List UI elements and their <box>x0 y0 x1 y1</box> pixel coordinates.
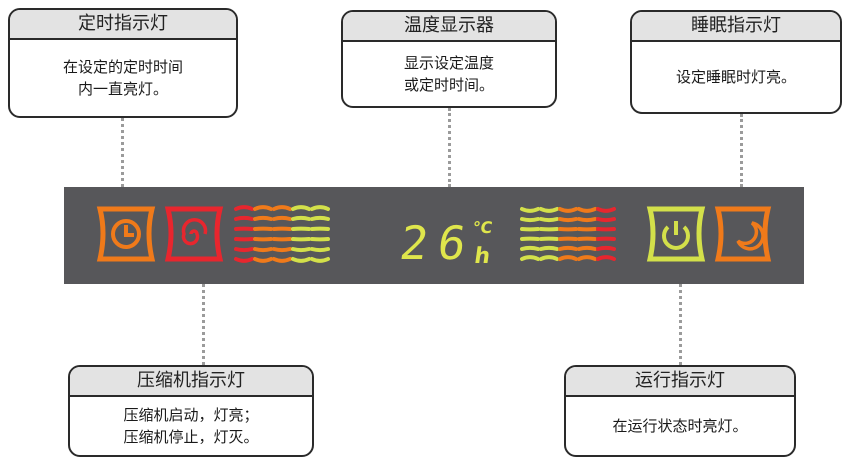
level-bar-segment <box>539 245 559 251</box>
temperature-digits: 26 °C h <box>397 216 494 270</box>
level-bar-segment <box>520 217 540 223</box>
level-bar-segment <box>253 247 273 253</box>
running-callout-text: 在运行状态时亮灯。 <box>612 417 748 435</box>
timer-icon <box>96 206 156 262</box>
running-callout-title: 运行指示灯 <box>566 367 794 397</box>
level-bar-segment <box>234 205 254 211</box>
timer-leader-line <box>121 118 124 187</box>
timer-callout-title: 定时指示灯 <box>10 10 236 40</box>
temperature-value: 26 <box>397 216 480 270</box>
level-bar-segment <box>596 207 616 213</box>
level-bar-segment <box>253 215 273 221</box>
sleep-callout-text: 设定睡眠时灯亮。 <box>675 68 796 86</box>
level-bar-segment <box>520 255 540 261</box>
level-bar-segment <box>577 245 597 251</box>
level-bar-segment <box>310 247 330 253</box>
unit-hour: h <box>473 243 492 269</box>
level-bar-segment <box>272 205 292 211</box>
level-bar-segment <box>596 255 616 261</box>
level-bar-segment <box>253 205 273 211</box>
temperature-leader-line <box>448 108 451 187</box>
level-bar-segment <box>234 257 254 263</box>
level-bar-segment <box>539 207 559 213</box>
level-bar-segment <box>272 215 292 221</box>
compressor-callout: 压缩机指示灯 压缩机启动，灯亮； 压缩机停止，灯灭。 <box>68 365 314 457</box>
level-bar-segment <box>539 217 559 223</box>
right-level-bars <box>520 207 616 261</box>
level-bar-segment <box>272 247 292 253</box>
timer-callout: 定时指示灯 在设定的定时时间 内一直亮灯。 <box>8 8 238 118</box>
level-bar-segment <box>520 245 540 251</box>
compressor-callout-text: 压缩机启动，灯亮； 压缩机停止，灯灭。 <box>123 406 259 446</box>
temperature-callout-text: 显示设定温度 或定时时间。 <box>403 54 494 94</box>
compressor-callout-title: 压缩机指示灯 <box>70 367 312 397</box>
level-bar-segment <box>291 215 311 221</box>
temperature-callout: 温度显示器 显示设定温度 或定时时间。 <box>341 10 557 108</box>
compressor-swirl-icon <box>164 206 224 262</box>
level-bar-segment <box>596 217 616 223</box>
level-bar-segment <box>310 215 330 221</box>
level-bar-segment <box>310 205 330 211</box>
level-bar-segment <box>577 207 597 213</box>
level-bar-segment <box>291 205 311 211</box>
level-bar-segment <box>558 217 578 223</box>
left-level-bars <box>234 205 330 263</box>
level-bar-segment <box>234 215 254 221</box>
sleep-moon-icon <box>714 206 772 262</box>
level-bar-segment <box>577 255 597 261</box>
level-bar-segment <box>272 257 292 263</box>
level-bar-segment <box>253 257 273 263</box>
level-bar-segment <box>539 255 559 261</box>
level-bar-segment <box>291 247 311 253</box>
display-panel: 26 °C h <box>64 187 804 284</box>
level-bar-segment <box>520 207 540 213</box>
running-leader-line <box>679 284 682 365</box>
timer-callout-text: 在设定的定时时间 内一直亮灯。 <box>62 58 183 98</box>
temperature-callout-title: 温度显示器 <box>343 12 555 42</box>
sleep-leader-line <box>740 114 743 187</box>
level-bar-segment <box>558 207 578 213</box>
level-bar-segment <box>234 247 254 253</box>
compressor-leader-line <box>202 284 205 365</box>
power-icon <box>646 206 706 262</box>
level-bar-segment <box>310 257 330 263</box>
unit-celsius: °C <box>471 218 493 237</box>
sleep-callout-title: 睡眠指示灯 <box>632 12 840 42</box>
level-bar-segment <box>558 245 578 251</box>
level-bar-segment <box>596 245 616 251</box>
level-bar-segment <box>577 217 597 223</box>
level-bar-segment <box>291 257 311 263</box>
display-panel-graphic: 26 °C h <box>96 205 772 270</box>
level-bar-segment <box>558 255 578 261</box>
sleep-callout: 睡眠指示灯 设定睡眠时灯亮。 <box>630 10 842 114</box>
running-callout: 运行指示灯 在运行状态时亮灯。 <box>564 365 796 457</box>
